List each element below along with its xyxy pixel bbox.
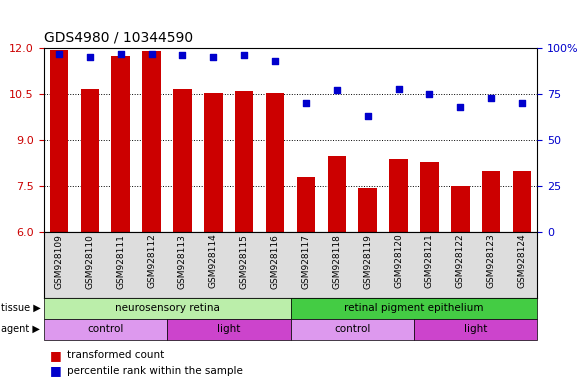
Bar — [235, 91, 253, 232]
Text: light: light — [217, 324, 241, 334]
Text: GSM928115: GSM928115 — [240, 233, 249, 288]
Point — [332, 87, 342, 93]
Text: GSM928123: GSM928123 — [487, 233, 496, 288]
Point — [270, 58, 279, 64]
Bar — [173, 89, 192, 232]
Bar — [482, 171, 500, 232]
Bar — [451, 186, 469, 232]
Point — [425, 91, 434, 97]
Bar — [328, 156, 346, 232]
Text: percentile rank within the sample: percentile rank within the sample — [67, 366, 243, 376]
Bar — [44, 298, 290, 319]
Bar — [112, 56, 130, 232]
Text: GSM928113: GSM928113 — [178, 233, 187, 288]
Text: GSM928124: GSM928124 — [518, 233, 526, 288]
Bar — [358, 188, 377, 232]
Point — [209, 54, 218, 60]
Text: control: control — [334, 324, 371, 334]
Point — [486, 95, 496, 101]
Text: GDS4980 / 10344590: GDS4980 / 10344590 — [44, 30, 193, 44]
Text: GSM928111: GSM928111 — [116, 233, 125, 288]
Text: agent ▶: agent ▶ — [1, 324, 40, 334]
Bar — [290, 319, 414, 340]
Text: GSM928121: GSM928121 — [425, 233, 434, 288]
Bar — [44, 319, 167, 340]
Bar — [414, 319, 537, 340]
Bar — [81, 89, 99, 232]
Point — [85, 54, 95, 60]
Text: ■: ■ — [49, 364, 61, 377]
Text: GSM928120: GSM928120 — [394, 233, 403, 288]
Point — [178, 52, 187, 58]
Text: GSM928117: GSM928117 — [302, 233, 310, 288]
Point — [239, 52, 249, 58]
Text: tissue ▶: tissue ▶ — [1, 303, 40, 313]
Text: control: control — [87, 324, 124, 334]
Bar — [142, 51, 161, 232]
Point — [363, 113, 372, 119]
Bar — [420, 162, 439, 232]
Text: GSM928122: GSM928122 — [456, 233, 465, 288]
Bar — [167, 319, 290, 340]
Text: transformed count: transformed count — [67, 350, 164, 360]
Text: neurosensory retina: neurosensory retina — [114, 303, 220, 313]
Point — [147, 50, 156, 56]
Point — [517, 100, 526, 106]
Text: GSM928119: GSM928119 — [363, 233, 372, 288]
Bar — [513, 171, 531, 232]
Bar — [290, 298, 537, 319]
Text: GSM928112: GSM928112 — [147, 233, 156, 288]
Point — [55, 50, 64, 56]
Bar — [204, 93, 223, 232]
Bar — [297, 177, 315, 232]
Bar — [266, 93, 284, 232]
Point — [302, 100, 311, 106]
Text: retinal pigment epithelium: retinal pigment epithelium — [344, 303, 484, 313]
Text: GSM928110: GSM928110 — [85, 233, 94, 288]
Text: GSM928114: GSM928114 — [209, 233, 218, 288]
Text: GSM928109: GSM928109 — [55, 233, 63, 288]
Point — [116, 50, 125, 56]
Text: light: light — [464, 324, 487, 334]
Point — [456, 104, 465, 110]
Point — [394, 86, 403, 92]
Bar — [50, 50, 69, 232]
Text: GSM928118: GSM928118 — [332, 233, 341, 288]
Text: ■: ■ — [49, 349, 61, 362]
Text: GSM928116: GSM928116 — [271, 233, 279, 288]
Bar — [389, 159, 408, 232]
